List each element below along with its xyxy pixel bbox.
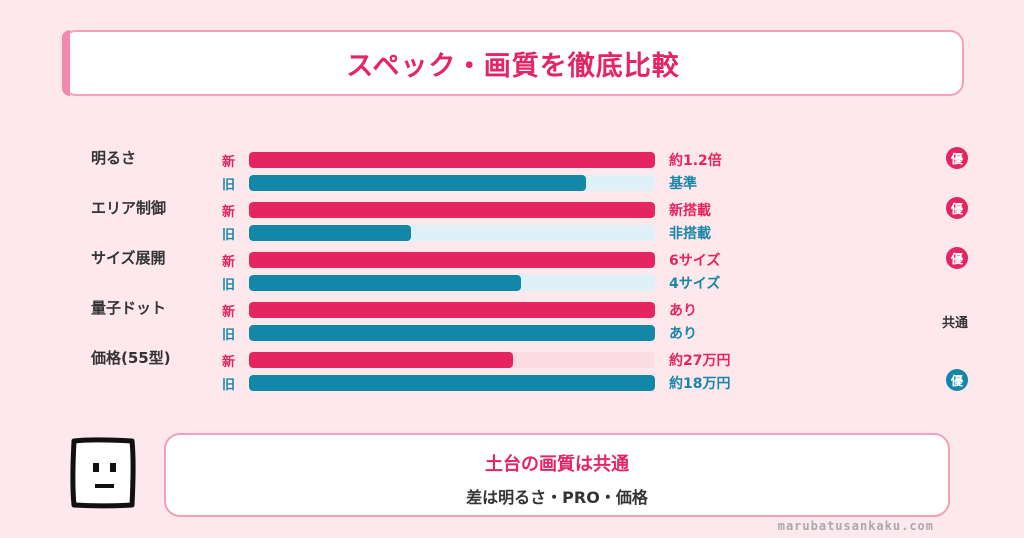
summary-box (164, 433, 950, 517)
new-value-label: あり (669, 303, 697, 319)
new-bar (249, 152, 655, 168)
old-value-label: 基準 (669, 176, 697, 192)
new-bar (249, 302, 655, 318)
row-label: 価格(55型) (91, 349, 171, 367)
old-bar-line: 旧 非搭載 (0, 223, 1024, 243)
new-tag: 新 (222, 305, 236, 320)
old-bar-line: 旧 あり (0, 323, 1024, 343)
old-bar-track (249, 175, 655, 191)
new-value-label: 約1.2倍 (669, 153, 722, 169)
new-bar-track (249, 202, 655, 218)
old-bar-track (249, 225, 655, 241)
new-tag: 新 (222, 355, 236, 370)
old-value-label: 約18万円 (669, 376, 731, 392)
winner-badge: 優 (946, 197, 968, 219)
old-tag: 旧 (222, 378, 236, 393)
new-bar (249, 252, 655, 268)
new-bar-line: 新 約27万円 (0, 350, 1024, 370)
old-bar-line: 旧 4サイズ (0, 273, 1024, 293)
old-tag: 旧 (222, 328, 236, 343)
title-accent (62, 30, 70, 96)
new-tag: 新 (222, 255, 236, 270)
row-label: 明るさ (91, 149, 137, 167)
old-bar (249, 375, 655, 391)
page-title: スペック・画質を徹底比較 (346, 50, 680, 82)
new-bar-line: 新 約1.2倍 (0, 150, 1024, 170)
old-bar-line: 旧 基準 (0, 173, 1024, 193)
winner-badge: 優 (946, 369, 968, 391)
new-bar (249, 202, 655, 218)
new-tag: 新 (222, 155, 236, 170)
new-bar (249, 352, 513, 368)
square-face-mascot-icon (70, 437, 136, 509)
summary-main: 土台の画質は共通 (485, 454, 629, 475)
new-tag: 新 (222, 205, 236, 220)
old-tag: 旧 (222, 178, 236, 193)
new-bar-line: 新 6サイズ (0, 250, 1024, 270)
new-bar-track (249, 152, 655, 168)
old-value-label: 非搭載 (669, 226, 711, 242)
new-bar-track (249, 252, 655, 268)
old-bar (249, 175, 586, 191)
old-value-label: 4サイズ (669, 276, 721, 292)
new-value-label: 約27万円 (669, 353, 731, 369)
row-label: 量子ドット (91, 299, 167, 317)
old-bar (249, 225, 411, 241)
winner-badge: 優 (946, 147, 968, 169)
title-box (62, 30, 964, 96)
comparison-row: エリア制御 新 新搭載旧 非搭載 (0, 199, 1024, 248)
row-label: エリア制御 (91, 199, 167, 217)
old-tag: 旧 (222, 278, 236, 293)
summary-sub: 差は明るさ・PRO・価格 (466, 488, 648, 507)
new-value-label: 新搭載 (669, 203, 711, 219)
old-value-label: あり (669, 326, 697, 342)
old-bar-track (249, 275, 655, 291)
new-bar-track (249, 302, 655, 318)
old-bar-track (249, 375, 655, 391)
comparison-row: 明るさ 新 約1.2倍旧 基準 (0, 149, 1024, 198)
comparison-row: サイズ展開 新 6サイズ旧 4サイズ (0, 249, 1024, 298)
new-value-label: 6サイズ (669, 253, 721, 269)
old-bar-line: 旧 約18万円 (0, 373, 1024, 393)
comparison-row: 量子ドット新あり旧あり (0, 299, 1024, 348)
old-bar-track (249, 325, 655, 341)
row-label: サイズ展開 (91, 249, 166, 267)
new-bar-line: 新 あり (0, 300, 1024, 320)
comparison-row: 価格(55型) 新 約27万円旧 約18万円 (0, 349, 1024, 398)
new-bar-track (249, 352, 655, 368)
old-bar (249, 325, 655, 341)
footer-site: marubatusankaku.com (777, 519, 934, 533)
old-tag: 旧 (222, 228, 236, 243)
new-bar-line: 新 新搭載 (0, 200, 1024, 220)
winner-badge: 優 (946, 247, 968, 269)
common-label: 共通 (942, 315, 969, 331)
old-bar (249, 275, 521, 291)
